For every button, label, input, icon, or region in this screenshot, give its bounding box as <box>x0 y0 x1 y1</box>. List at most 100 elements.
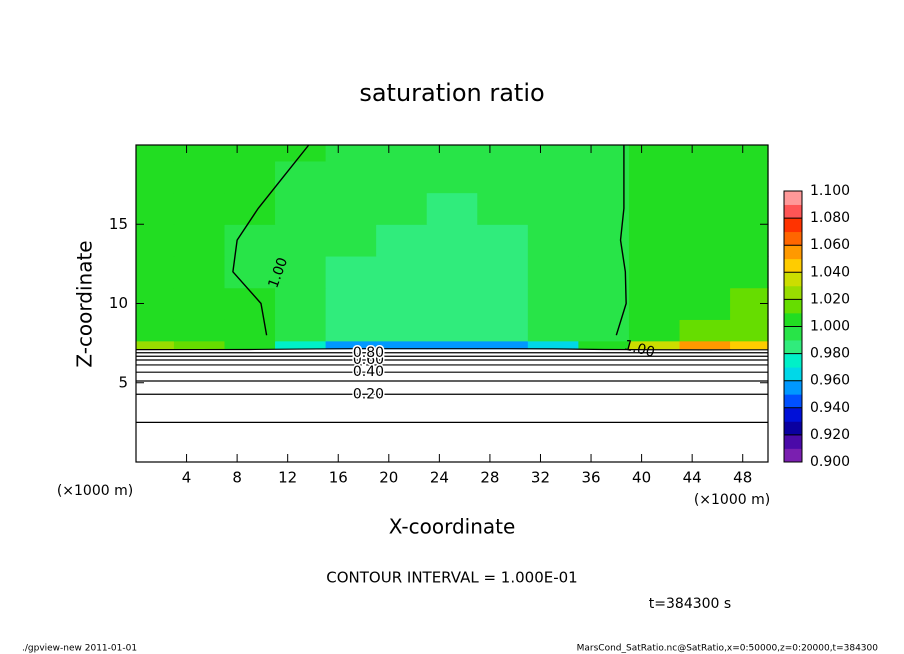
cell <box>426 348 478 356</box>
cell <box>224 340 276 350</box>
cell <box>730 374 769 392</box>
cell <box>628 160 681 194</box>
cell <box>136 224 175 257</box>
cell <box>628 390 681 408</box>
cell <box>275 348 327 356</box>
y-tick-label: 10 <box>109 294 128 312</box>
colorbar-swatch <box>784 231 802 246</box>
cell <box>224 355 276 364</box>
cell <box>224 224 276 257</box>
cell <box>477 390 529 408</box>
cell <box>136 355 175 364</box>
contour-label: 1.00 <box>622 337 656 361</box>
cell <box>527 287 579 320</box>
contour-label: 0.80 <box>353 345 384 361</box>
cell <box>136 145 175 162</box>
cell <box>376 340 428 350</box>
cell <box>275 319 327 342</box>
cell <box>628 319 681 342</box>
cell <box>224 422 276 439</box>
colorbar-tick-label: 1.060 <box>810 237 850 253</box>
cell <box>477 348 529 356</box>
colorbar-swatch <box>784 191 802 205</box>
cell <box>275 406 327 423</box>
cell <box>578 287 630 320</box>
cell <box>477 255 529 289</box>
cell <box>578 422 630 439</box>
cell <box>527 422 579 439</box>
cell <box>224 454 276 463</box>
x-tick-label: 20 <box>379 469 398 487</box>
cell <box>477 422 529 439</box>
cell <box>224 160 276 194</box>
cell <box>730 340 769 350</box>
cell <box>426 192 478 225</box>
colorbar-tick-label: 1.080 <box>810 210 850 226</box>
cell <box>224 287 276 320</box>
cell <box>224 390 276 408</box>
footer-right: MarsCond_SatRatio.nc@SatRatio,x=0:50000,… <box>577 644 879 654</box>
cell <box>477 192 529 225</box>
cell <box>275 438 327 455</box>
cell <box>527 438 579 455</box>
cell <box>527 355 579 364</box>
cell <box>679 438 731 455</box>
cell <box>730 192 769 225</box>
cell <box>628 340 681 350</box>
cell <box>730 406 769 423</box>
cell <box>578 192 630 225</box>
cell <box>426 422 478 439</box>
cell <box>376 422 428 439</box>
cell <box>628 224 681 257</box>
cell <box>173 340 226 350</box>
cell <box>136 438 175 455</box>
cell <box>628 145 681 162</box>
cell <box>477 454 529 463</box>
colorbar-tick-label: 1.100 <box>810 183 850 199</box>
cell <box>325 145 377 162</box>
y-tick-label: 15 <box>109 215 128 233</box>
cell <box>730 319 769 342</box>
cell <box>628 406 681 423</box>
cell <box>275 145 327 162</box>
cell <box>173 192 226 225</box>
cell <box>578 438 630 455</box>
cell <box>426 319 478 342</box>
cell <box>679 355 731 364</box>
cell <box>628 287 681 320</box>
cell <box>730 390 769 408</box>
cell <box>173 438 226 455</box>
x-tick-label: 36 <box>581 469 600 487</box>
cell <box>224 374 276 392</box>
contour-label: 0.20 <box>353 386 384 402</box>
cell <box>376 224 428 257</box>
colorbar-swatch <box>784 394 802 409</box>
x-tick-label: 40 <box>632 469 651 487</box>
cell <box>679 348 731 356</box>
x-tick-label: 28 <box>480 469 499 487</box>
cell <box>173 390 226 408</box>
cell <box>376 374 428 392</box>
cell <box>275 454 327 463</box>
colorbar-swatch <box>784 407 802 422</box>
cell <box>325 192 377 225</box>
colorbar-tick-label: 1.000 <box>810 319 850 335</box>
cell <box>325 160 377 194</box>
cell <box>578 255 630 289</box>
cell <box>426 355 478 364</box>
cell <box>376 319 428 342</box>
cell <box>679 192 731 225</box>
cell <box>527 348 579 356</box>
cell <box>730 355 769 364</box>
colorbar-swatch <box>784 340 802 354</box>
cell <box>679 160 731 194</box>
cell <box>136 348 175 356</box>
cell <box>679 422 731 439</box>
cell <box>426 145 478 162</box>
cell <box>136 406 175 423</box>
cell <box>426 390 478 408</box>
cell <box>275 340 327 350</box>
x-unit: (×1000 m) <box>694 492 770 508</box>
contour-line <box>136 348 768 351</box>
cell <box>275 390 327 408</box>
